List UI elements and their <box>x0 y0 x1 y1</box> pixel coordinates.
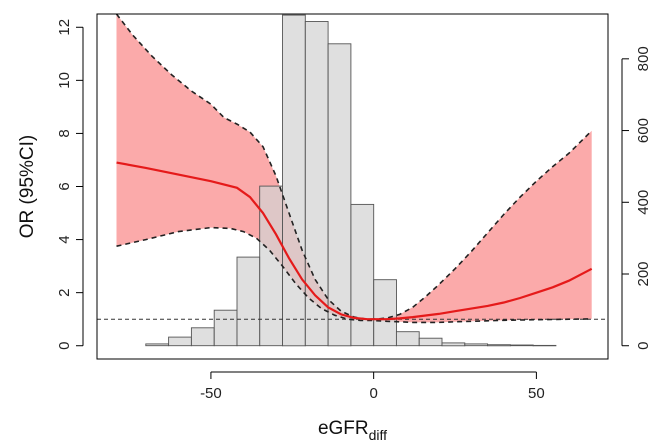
histogram-bar <box>213 309 238 347</box>
y-axis-label: OR (95%CI) <box>17 135 38 238</box>
ci-band <box>116 14 592 323</box>
histogram-bar <box>509 344 534 347</box>
histogram-bar <box>236 256 261 347</box>
histogram-bar <box>282 14 306 347</box>
histogram-bar <box>350 203 375 347</box>
histogram-bar <box>441 342 466 347</box>
histogram-bar <box>327 43 352 347</box>
y-tick-label: 12 <box>56 19 73 36</box>
x-axis-label: eGFRdiff <box>318 418 387 443</box>
lower-ci-line <box>116 226 592 324</box>
y-tick-label: 6 <box>56 182 73 190</box>
histogram-bar <box>190 327 215 347</box>
x-axis-label-main: eGFR <box>318 418 369 439</box>
histogram-bar <box>373 279 397 347</box>
y2-tick-label: 200 <box>635 261 650 286</box>
histogram-bar <box>259 185 283 347</box>
histogram-bar <box>487 344 511 347</box>
y2-tick-label: 0 <box>635 342 650 350</box>
y2-tick-label: 400 <box>635 190 650 215</box>
y-tick-label: 0 <box>56 342 73 350</box>
estimate-line <box>116 161 593 321</box>
x-tick-label: -50 <box>200 385 222 402</box>
y-tick-label: 8 <box>56 129 73 137</box>
histogram-bar <box>168 336 192 347</box>
histogram-bar <box>418 337 443 347</box>
y2-tick-label: 800 <box>635 46 650 71</box>
x-tick-label: 50 <box>528 385 545 402</box>
histogram-bar <box>145 343 170 347</box>
plot-frame <box>96 13 609 360</box>
y-tick-label: 2 <box>56 288 73 296</box>
y-tick-label: 4 <box>56 235 73 243</box>
histogram-bar <box>464 343 489 347</box>
y-tick-label: 10 <box>56 72 73 89</box>
histogram-bar <box>395 331 420 347</box>
plot-area <box>97 14 608 347</box>
x-tick-label: 0 <box>369 385 377 402</box>
y2-tick-label: 600 <box>635 118 650 143</box>
x-axis-label-subscript: diff <box>369 427 388 443</box>
